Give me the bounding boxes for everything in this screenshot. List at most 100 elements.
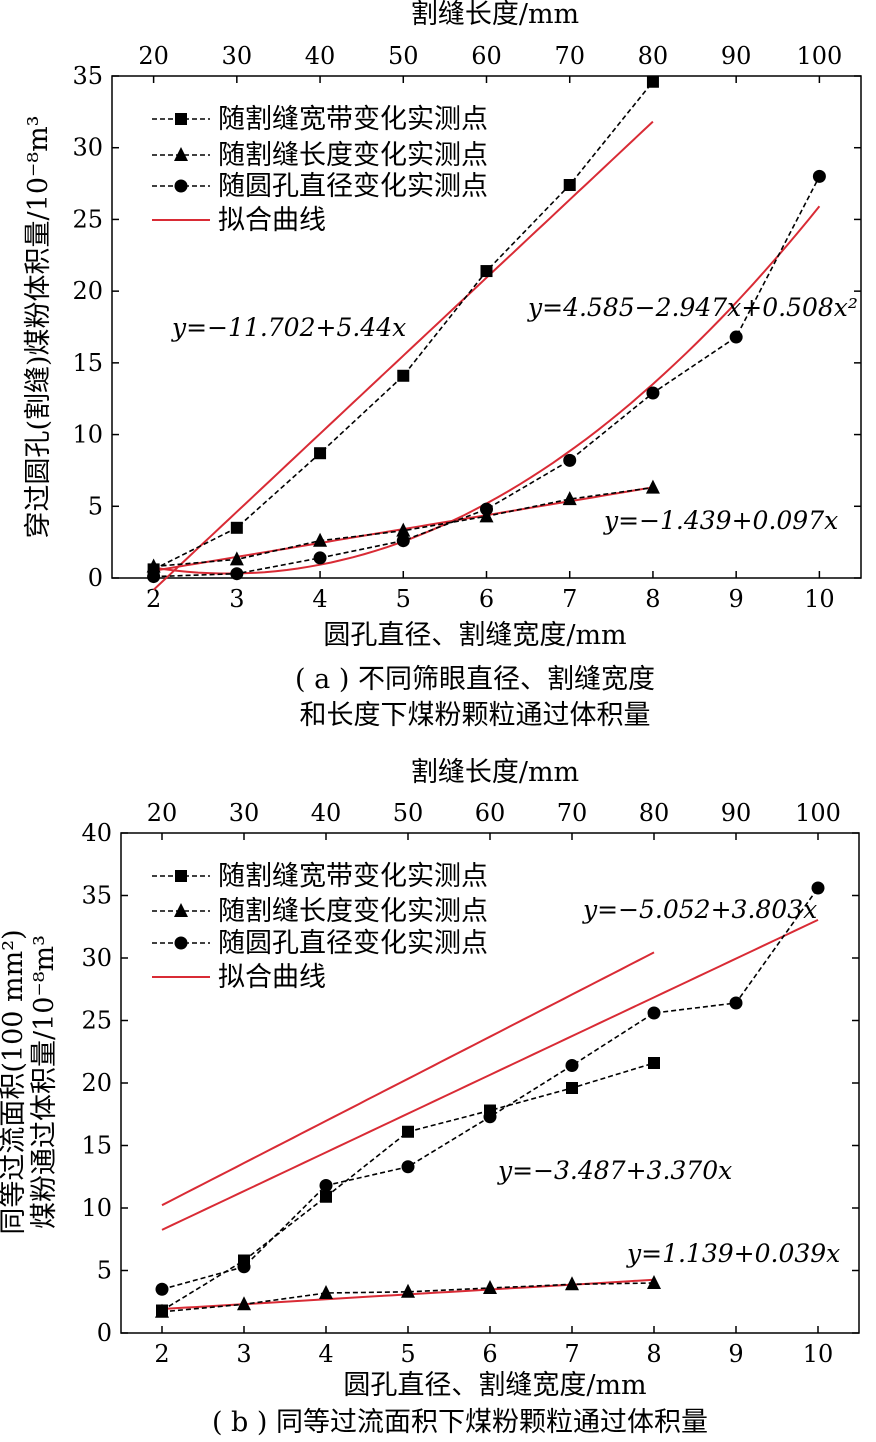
chart-b-top-tick-label: 60 (475, 799, 506, 827)
chart-b-y-tick-label: 40 (81, 819, 112, 847)
legend-b-slit-width-label: 随割缝宽带变化实测点 (218, 861, 488, 892)
chart-b-top-tick-label: 90 (721, 799, 752, 827)
chart-a-top-tick-label: 30 (222, 42, 253, 70)
chart-b-top-tick-label: 70 (557, 799, 588, 827)
chart-a-series-circle-line (153, 176, 821, 578)
chart-b-circle-point (237, 1260, 251, 1274)
chart-b-x-axis-title: 圆孔直径、割缝宽度/mm (343, 1370, 646, 1401)
chart-a-square-point (314, 447, 327, 460)
chart-a-y-axis-title: 穿过圆孔(割缝)煤粉体积量/10⁻⁸m³ (23, 115, 54, 538)
legend-b-hole-diameter-label: 随圆孔直径变化实测点 (218, 928, 488, 959)
chart-b-y-tick-label: 0 (97, 1319, 112, 1347)
chart-b-y-axis-title-line-2: 煤粉通过体积量/10⁻⁸m³ (29, 935, 60, 1229)
chart-b-x-tick-label: 9 (728, 1340, 743, 1368)
chart-b-circle-point (319, 1179, 333, 1192)
chart-b-y-tick-label: 25 (81, 1007, 112, 1035)
legend-b-triangle-marker (174, 903, 188, 917)
chart-a-circle-point (313, 551, 327, 565)
chart-a-y-tick-label: 35 (72, 62, 103, 90)
chart-a-circle-point (480, 502, 493, 516)
chart-a-triangle-point (396, 522, 411, 537)
legend-b-fit-label: 拟合曲线 (218, 962, 326, 993)
chart-a-top-tick-label: 100 (796, 42, 842, 70)
chart-a-equation-3: y=−1.439+0.097x (603, 506, 838, 535)
chart-a-equation-2: y=4.585−2.947x+0.508x² (527, 293, 858, 322)
chart-b-triangle-point (401, 1283, 415, 1298)
chart-a-square-point (646, 75, 659, 88)
chart-b-series (155, 881, 825, 1318)
legend-a-triangle-marker (174, 147, 188, 161)
chart-b-square-point (402, 1125, 414, 1138)
chart-b-triangle-point (483, 1280, 497, 1294)
chart-b-circle-point (729, 996, 743, 1010)
chart-b-x-tick-label: 5 (400, 1340, 415, 1368)
chart-a-x-tick-label: 2 (146, 585, 161, 613)
chart-a-x-tick-label: 5 (396, 585, 411, 613)
chart-b-fit-curve-1 (161, 918, 819, 1231)
chart-b-top-axis-title: 割缝长度/mm (411, 757, 579, 788)
chart-b-x-tick-label: 10 (803, 1340, 834, 1368)
chart-b-y-axis-title-line-1: 同等过流面积(100 mm²) (0, 929, 29, 1234)
chart-b-y-tick-label: 15 (81, 1132, 112, 1160)
chart-b-y-tick-label: 20 (81, 1069, 112, 1097)
chart-b-y-tick-label: 35 (81, 882, 112, 910)
chart-a-square-point (397, 369, 410, 382)
chart-b-square-point (566, 1082, 578, 1094)
chart-a-top-tick-label: 50 (388, 42, 419, 70)
legend-a-circle-marker (174, 179, 188, 193)
chart-b-equation-3: y=1.139+0.039x (626, 1239, 840, 1268)
chart-a-triangle-point (146, 558, 161, 573)
chart-b-x-tick-label: 6 (482, 1340, 497, 1368)
chart-a-y-tick-label: 5 (88, 492, 103, 520)
chart-a-y-tick-label: 0 (88, 564, 103, 592)
chart-b-equation-2: y=−3.487+3.370x (497, 1156, 732, 1185)
chart-b-top-tick-label: 80 (639, 799, 670, 827)
legend-b-slit-length-label: 随割缝长度变化实测点 (218, 896, 488, 927)
chart-a-top-tick-label: 70 (554, 42, 585, 70)
chart-a-top-tick-label: 20 (138, 42, 169, 70)
chart-b-ticks: 2 3 4 5 6 7 8 9 10 20 30 40 50 60 70 80 90 100 0 5 10 15 20 25 3… (81, 799, 859, 1368)
chart-a-y-tick-label: 10 (72, 421, 103, 449)
chart-a-y-tick-label: 20 (72, 277, 103, 305)
chart-a-triangle-point (313, 532, 328, 547)
chart-b-circle-point (647, 1006, 661, 1020)
chart-b-circle-point (155, 1282, 169, 1296)
chart-b-triangle-point (237, 1296, 251, 1311)
chart-a-x-tick-label: 8 (645, 585, 660, 613)
chart-b-circle-point (811, 881, 825, 895)
chart-b-top-tick-label: 30 (229, 799, 260, 827)
chart-b-x-tick-label: 8 (646, 1340, 661, 1368)
chart-a-ticks: 2 3 4 5 6 7 8 9 10 20 30 40 50 60 70 80 90 100 0 5 10 15 20 25 3… (72, 42, 861, 613)
chart-b-triangle-point (565, 1276, 579, 1291)
chart-a-x-tick-label: 3 (229, 585, 244, 613)
chart-a-circle-point (563, 453, 577, 467)
chart-a-legend: 随割缝宽带变化实测点 随割缝长度变化实测点 随圆孔直径变化实测点 拟合曲线 (152, 104, 488, 236)
chart-b-x-tick-label: 2 (154, 1340, 169, 1368)
chart-a-y-tick-label: 15 (72, 349, 103, 377)
chart-b-y-tick-label: 5 (97, 1257, 112, 1285)
chart-a-top-tick-label: 40 (305, 42, 336, 70)
chart-a-circle-point (646, 386, 660, 400)
chart-a-circle-point (812, 169, 826, 183)
chart-a-square-point (480, 265, 493, 278)
chart-b-series-square-line (161, 1062, 655, 1312)
chart-a-x-axis-title: 圆孔直径、割缝宽度/mm (323, 620, 626, 651)
chart-b-triangle-point (155, 1303, 169, 1318)
chart-b-circle-point (565, 1059, 579, 1072)
chart-a-triangle-point (229, 551, 244, 566)
chart-b-x-tick-label: 3 (236, 1340, 251, 1368)
chart-b-circle-point (401, 1160, 415, 1174)
chart-a-circle-point (729, 330, 743, 344)
chart-a-circle-point (147, 570, 161, 584)
chart-b-top-tick-label: 20 (147, 799, 178, 827)
chart-b-triangle-point (647, 1275, 661, 1289)
chart-b-top-tick-label: 50 (393, 799, 424, 827)
legend-a-fit-label: 拟合曲线 (218, 205, 326, 236)
chart-a-x-tick-label: 6 (479, 585, 494, 613)
chart-a-fit-curve-1 (152, 120, 654, 591)
legend-a-slit-length-label: 随割缝长度变化实测点 (218, 140, 488, 171)
chart-a-circle-point (230, 567, 244, 581)
chart-a-x-tick-label: 4 (312, 585, 327, 613)
chart-b-equation-1: y=−5.052+3.803x (582, 895, 817, 924)
